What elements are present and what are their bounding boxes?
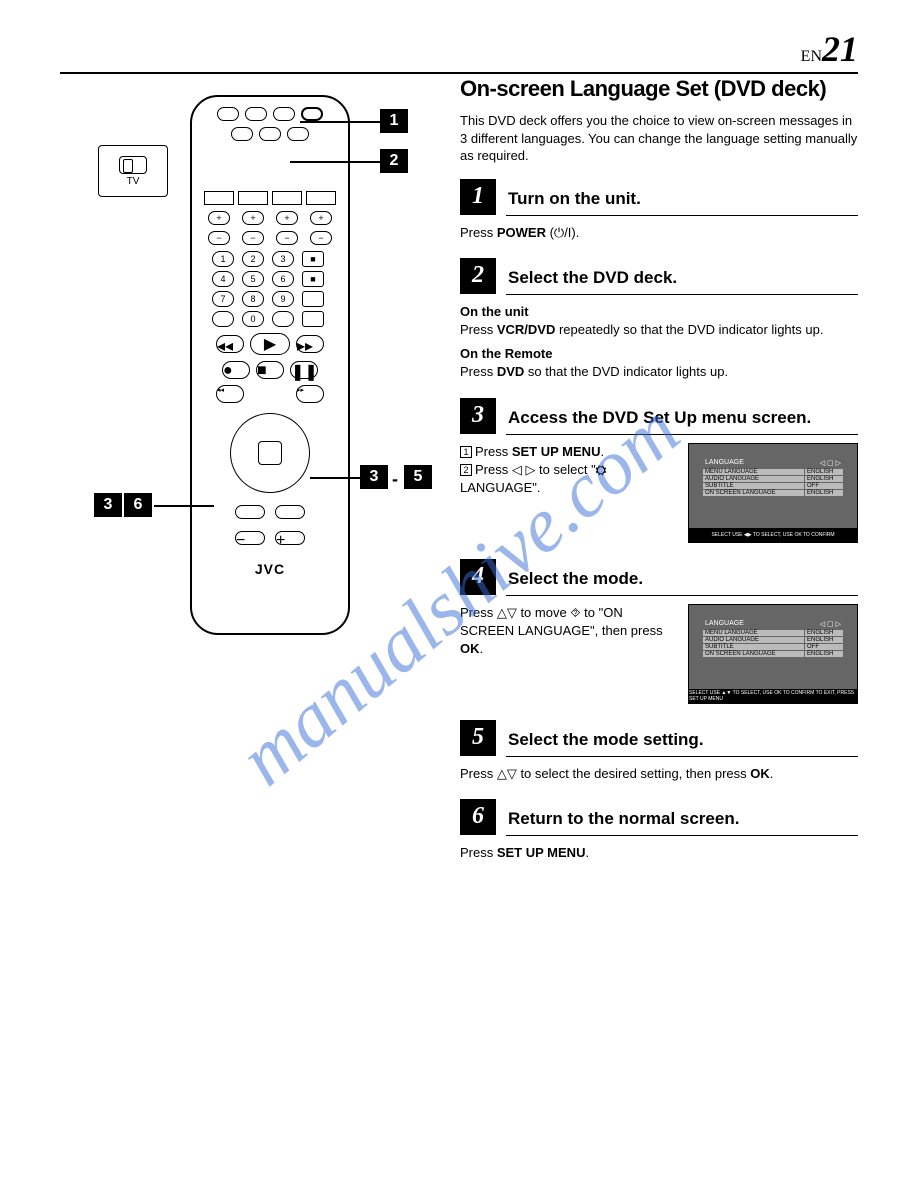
step-2-num: 2 xyxy=(460,258,496,294)
remote-brand: JVC xyxy=(255,561,285,577)
step-1: 1 Turn on the unit. Press POWER (⏻/I). xyxy=(460,179,858,242)
remote-mode-row xyxy=(204,191,336,205)
tv-switch-callout: TV xyxy=(98,145,168,197)
callout-3: 3 xyxy=(360,465,388,489)
step-3-screen: LANGUAGE◁ ▢ ▷ MENU LANGUAGEENGLISH AUDIO… xyxy=(688,443,858,543)
step-4-num: 4 xyxy=(460,559,496,595)
step-3-item-1: Press SET UP MENU. xyxy=(475,444,604,459)
step-1-body: Press POWER (⏻/I). xyxy=(460,224,858,242)
remote-diagram: TV ++++ −−−− 123■ 456■ 789 0 ◂◂ ▶ ▸▸ xyxy=(100,85,440,665)
remote-body: ++++ −−−− 123■ 456■ 789 0 ◂◂ ▶ ▸▸ ●■❚❚ ◂… xyxy=(190,95,350,635)
step-5-title: Select the mode setting. xyxy=(508,730,704,754)
step-5-body: Press △▽ to select the desired setting, … xyxy=(460,765,858,783)
step-5: 5 Select the mode setting. Press △▽ to s… xyxy=(460,720,858,783)
step-3-item-2: Press ◁ ▷ to select "⛭ LANGUAGE". xyxy=(460,462,606,495)
step-4-screen: LANGUAGE◁ ▢ ▷ MENU LANGUAGEENGLISH AUDIO… xyxy=(688,604,858,704)
step-2-sub1-h: On the unit xyxy=(460,303,858,321)
main-title: On-screen Language Set (DVD deck) xyxy=(460,76,858,102)
step-5-num: 5 xyxy=(460,720,496,756)
callout-2: 2 xyxy=(380,149,408,173)
step-3-num: 3 xyxy=(460,398,496,434)
instructions-column: On-screen Language Set (DVD deck) This D… xyxy=(460,76,858,878)
header-prefix: EN xyxy=(801,48,822,65)
step-2: 2 Select the DVD deck. On the unit Press… xyxy=(460,258,858,382)
remote-keypad: 123■ 456■ 789 0 xyxy=(212,251,328,327)
step-6-num: 6 xyxy=(460,799,496,835)
step-1-title: Turn on the unit. xyxy=(508,189,641,213)
step-6-body: Press SET UP MENU. xyxy=(460,844,858,862)
step-2-title: Select the DVD deck. xyxy=(508,268,677,292)
step-2-sub2-t: Press DVD so that the DVD indicator ligh… xyxy=(460,363,858,381)
intro-text: This DVD deck offers you the choice to v… xyxy=(460,112,858,165)
page-header: EN21 xyxy=(60,28,858,74)
dash: - xyxy=(392,469,398,490)
callout-6: 6 xyxy=(124,493,152,517)
tv-label: TV xyxy=(127,176,140,187)
step-2-sub1-t: Press VCR/DVD repeatedly so that the DVD… xyxy=(460,321,858,339)
remote-top-buttons xyxy=(217,107,323,121)
step-4-title: Select the mode. xyxy=(508,569,643,593)
step-6: 6 Return to the normal screen. Press SET… xyxy=(460,799,858,862)
callout-5: 5 xyxy=(404,465,432,489)
callout-3b: 3 xyxy=(94,493,122,517)
step-3: 3 Access the DVD Set Up menu screen. 1Pr… xyxy=(460,398,858,543)
step-4-text: Press △▽ to move ⯑ to "ON SCREEN LANGUAG… xyxy=(460,604,674,704)
step-3-title: Access the DVD Set Up menu screen. xyxy=(508,408,811,432)
remote-dpad xyxy=(230,413,310,493)
step-6-title: Return to the normal screen. xyxy=(508,809,739,833)
remote-play-row: ◂◂ ▶ ▸▸ xyxy=(216,333,324,355)
switch-icon xyxy=(119,156,147,174)
step-2-sub2-h: On the Remote xyxy=(460,345,858,363)
callout-1: 1 xyxy=(380,109,408,133)
step-1-num: 1 xyxy=(460,179,496,215)
page-number: 21 xyxy=(822,29,858,69)
step-4: 4 Select the mode. Press △▽ to move ⯑ to… xyxy=(460,559,858,704)
